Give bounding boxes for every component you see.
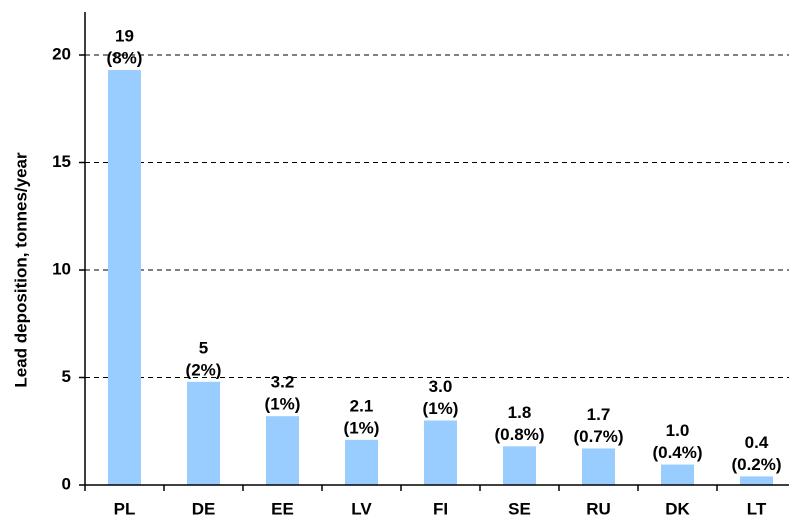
x-tick-label: DE xyxy=(192,499,216,518)
bar xyxy=(345,439,378,485)
bar xyxy=(503,446,536,485)
share-label: (0.2%) xyxy=(731,455,781,474)
value-label: 3.0 xyxy=(429,377,453,396)
y-tick-label: 0 xyxy=(62,474,71,493)
share-label: (1%) xyxy=(265,395,301,414)
share-label: (0.7%) xyxy=(573,427,623,446)
share-label: (0.4%) xyxy=(652,443,702,462)
bar xyxy=(424,420,457,485)
value-label: 0.4 xyxy=(745,433,769,452)
x-tick-label: LV xyxy=(351,499,372,518)
x-tick-label: EE xyxy=(271,499,294,518)
x-tick-label: PL xyxy=(114,499,136,518)
y-tick-label: 5 xyxy=(62,367,71,386)
bar xyxy=(740,476,773,485)
value-label: 1.0 xyxy=(666,421,690,440)
share-label: (0.8%) xyxy=(494,425,544,444)
x-tick-label: DK xyxy=(665,499,690,518)
y-tick-label: 10 xyxy=(52,259,71,278)
x-tick-label: FI xyxy=(433,499,448,518)
y-tick-label: 20 xyxy=(52,44,71,63)
x-tick-label: RU xyxy=(586,499,611,518)
y-axis-label: Lead deposition, tonnes/year xyxy=(11,152,30,388)
share-label: (1%) xyxy=(344,418,380,437)
value-label: 3.2 xyxy=(271,373,295,392)
bar xyxy=(266,416,299,485)
y-tick-label: 15 xyxy=(52,152,71,171)
x-tick-label: LT xyxy=(747,499,767,518)
share-label: (2%) xyxy=(186,360,222,379)
bar xyxy=(582,448,615,485)
x-tick-label: SE xyxy=(508,499,531,518)
bar xyxy=(108,70,141,486)
value-label: 2.1 xyxy=(350,396,374,415)
value-label: 1.7 xyxy=(587,405,611,424)
bar xyxy=(187,381,220,485)
value-label: 1.8 xyxy=(508,403,532,422)
value-label: 19 xyxy=(115,27,134,46)
value-label: 5 xyxy=(199,338,208,357)
share-label: (8%) xyxy=(107,49,143,68)
bar xyxy=(661,464,694,485)
share-label: (1%) xyxy=(423,399,459,418)
